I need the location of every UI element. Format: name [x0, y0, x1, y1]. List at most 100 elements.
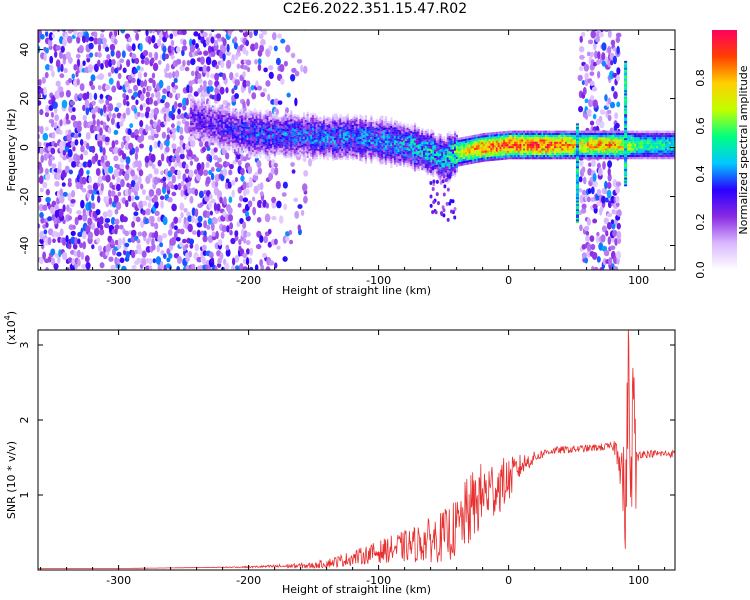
- spectrogram-ridge-cell: [395, 149, 398, 152]
- spectrogram-noise-point: [285, 44, 291, 53]
- spectrogram-ridge-cell: [259, 123, 262, 126]
- spectrogram-ridge-cell: [364, 115, 368, 118]
- spectrogram-ridge-cell: [412, 136, 415, 139]
- spectrogram-noise-point: [124, 230, 130, 237]
- spectrogram-ridge-cell: [450, 147, 453, 150]
- spectrogram-ridge-cell: [403, 129, 406, 132]
- spectrogram-noise-point: [142, 200, 148, 207]
- spectrogram-ridge-cell: [312, 117, 315, 120]
- spectrogram-ridge-cell: [375, 153, 378, 157]
- spectrogram-ridge-cell: [470, 148, 473, 151]
- spectrogram-noise-point: [124, 242, 130, 248]
- spectrogram-ridge-cell: [481, 142, 484, 145]
- spectrogram-ridge-cell: [317, 137, 320, 141]
- spectrogram-ridge-cell: [377, 159, 380, 162]
- spectrogram-ridge-cell: [193, 117, 196, 121]
- spectrogram-ridge-cell: [281, 150, 284, 153]
- spectrogram-noise-point: [202, 31, 208, 38]
- spectrogram-noise-point: [159, 261, 164, 270]
- spectrogram-noise-point: [174, 85, 179, 90]
- spectrogram-ridge-cell: [439, 177, 442, 181]
- spectrogram-noise-point: [262, 87, 267, 93]
- spectrogram-ridge-cell: [319, 116, 322, 120]
- spectrogram-noise-point: [229, 71, 234, 81]
- spectrogram-ridge-cell: [224, 132, 227, 135]
- spectrogram-noise-point: [57, 161, 62, 170]
- spectrogram-ridge-cell: [308, 153, 311, 156]
- spectrogram-ridge-cell: [352, 129, 355, 132]
- spectrogram-noise-point: [597, 167, 603, 176]
- spectrogram-noise-point: [265, 80, 271, 87]
- spectrogram-ridge-cell: [231, 123, 235, 126]
- spectrogram-ridge-cell: [264, 149, 267, 152]
- spectrogram-ridge-cell: [355, 152, 358, 155]
- spectrogram-noise-point: [85, 132, 91, 140]
- spectrogram-ridge-cell: [390, 123, 393, 127]
- spectrogram-noise-point: [140, 183, 144, 190]
- spectrogram-ridge-cell: [363, 132, 366, 136]
- spectrogram-ridge-cell: [472, 150, 475, 153]
- spectrogram-ridge-cell: [346, 131, 349, 134]
- spectrogram-noise-point: [228, 196, 233, 204]
- spectrogram-noise-point: [104, 166, 110, 175]
- spectrogram-ridge-cell: [326, 142, 329, 145]
- spectrogram-ridge-cell: [404, 158, 408, 161]
- spectrogram-ridge-cell: [364, 161, 368, 164]
- spectrogram-ridge-cell: [399, 141, 402, 144]
- spectrogram-ridge-cell: [450, 158, 453, 161]
- spectrogram-noise-point: [136, 257, 141, 264]
- spectrogram-noise-point: [180, 148, 185, 155]
- spectrogram-ridge-cell: [292, 134, 295, 137]
- spectrogram-ridge-cell: [388, 145, 391, 148]
- spectrogram-ridge-cell: [390, 119, 393, 122]
- spectrogram-ridge-cell: [433, 158, 437, 161]
- spectrogram-ridge-cell: [437, 148, 440, 151]
- spectrogram-ridge-cell: [426, 139, 429, 143]
- spectrogram-noise-point: [303, 195, 308, 204]
- spectrogram-ridge-cell: [290, 121, 293, 124]
- spectrogram-noise-point: [187, 215, 193, 222]
- spectrogram-cells: [38, 30, 675, 270]
- spectrogram-ridge-cell: [432, 146, 435, 149]
- spectrogram-ridge-cell: [421, 141, 424, 144]
- spectrogram-ridge-cell: [417, 131, 420, 134]
- spectrogram-noise-point: [589, 120, 595, 126]
- spectrogram-ridge-cell: [370, 135, 373, 138]
- spectrogram-ridge-cell: [237, 136, 240, 139]
- spectrogram-ridge-cell: [337, 141, 340, 144]
- spectrogram-ridge-cell: [386, 123, 389, 126]
- spectrogram-ridge-cell: [423, 141, 426, 144]
- spectrogram-noise-point: [177, 102, 183, 108]
- spectrogram-ridge-cell: [375, 127, 378, 130]
- spectrogram-noise-point: [267, 241, 272, 248]
- spectrogram-ridge-cell: [282, 117, 286, 120]
- spectrogram-ridge-cell: [215, 112, 218, 115]
- spectrogram-noise-point: [122, 237, 126, 246]
- spectrogram-ridge-cell: [464, 156, 468, 159]
- spectrogram-ridge-cell: [191, 133, 195, 136]
- spectrogram-ridge-cell: [299, 130, 302, 133]
- spectrogram-ridge-cell: [244, 130, 247, 133]
- spectrogram-ridge-cell: [348, 124, 351, 127]
- spectrogram-noise-point: [131, 147, 136, 155]
- spectrogram-ridge-cell: [275, 128, 278, 131]
- spectrogram-noise-point: [584, 77, 589, 87]
- spectrogram-ridge-cell: [463, 141, 466, 144]
- spectrogram-ridge-cell: [430, 140, 433, 143]
- spectrogram-ridge-cell: [297, 134, 300, 137]
- spectrogram-noise-point: [107, 72, 112, 77]
- spectrogram-ridge-cell: [390, 154, 393, 157]
- spectrogram-ridge-cell: [210, 131, 213, 134]
- spectrogram-ridge-cell: [273, 147, 277, 150]
- spectrogram-ridge-cell: [428, 150, 431, 153]
- spectrogram-ridge-cell: [299, 132, 302, 135]
- spectrogram-ridge-cell: [342, 134, 346, 138]
- spectrogram-noise-point: [56, 30, 61, 32]
- spectrogram-ridge-cell: [250, 117, 253, 120]
- spectrogram-noise-point: [171, 191, 177, 197]
- spectrogram-ridge-cell: [230, 111, 233, 114]
- spectrogram-ridge-cell: [250, 155, 253, 158]
- spectrogram-noise-point: [156, 124, 161, 133]
- spectrogram-ridge-cell: [441, 176, 444, 179]
- spectrogram-ridge-cell: [421, 167, 424, 171]
